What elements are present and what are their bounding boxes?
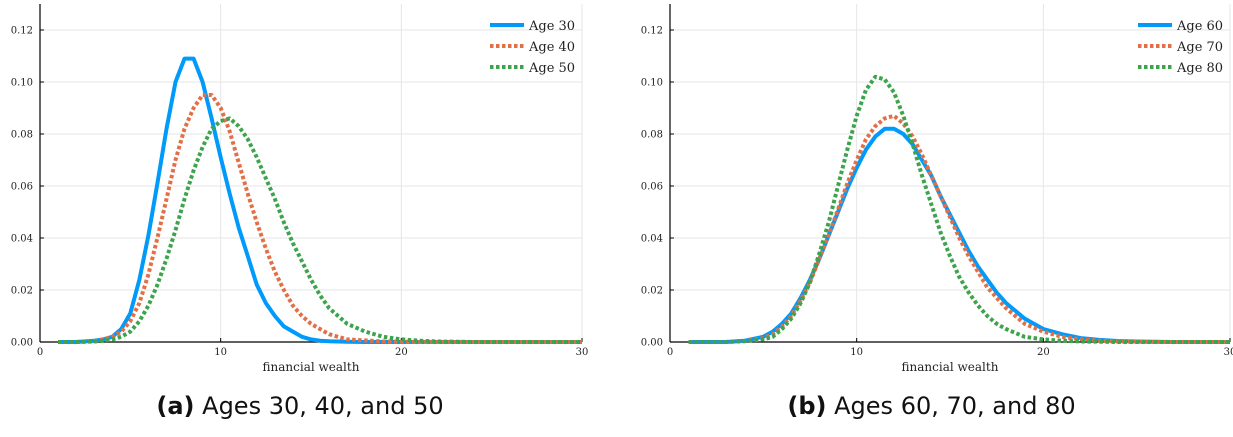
chart-1-legend-label-1: Age 70 — [1176, 40, 1223, 55]
chart-1-series-line-1 — [688, 113, 1230, 344]
chart-a-svg: 0 10 20 30 0.00 0.02 0.04 0.06 0.08 0.10 0.12 finan… — [11, 4, 589, 374]
chart-0-legend-label-1: Age 40 — [528, 40, 575, 55]
caption-a-label: (a) — [156, 392, 195, 420]
chart-1-x-axis-label: financial wealth — [902, 360, 999, 374]
chart-1-x-tick-label: 20 — [1037, 347, 1050, 358]
chart-1-grid — [669, 4, 1231, 343]
chart-1-y-tick-label: 0.08 — [641, 130, 663, 141]
chart-0-series-line-0 — [58, 56, 582, 344]
chart-0-series-line-1 — [58, 93, 582, 344]
caption-b-text: Ages 60, 70, and 80 — [834, 392, 1076, 420]
chart-1-legend: Age 60 Age 70 Age 80 — [1138, 19, 1223, 76]
chart-0-x-axis-label: financial wealth — [263, 360, 360, 374]
chart-b-svg: 0 10 20 30 0.00 0.02 0.04 0.06 0.08 0.10 0.12 finan… — [641, 4, 1233, 374]
chart-0-series-line-2 — [58, 116, 582, 344]
panel-a: 0 10 20 30 0.00 0.02 0.04 0.06 0.08 0.10 0.12 finan… — [0, 0, 600, 437]
chart-1-y-tick-label: 0.06 — [641, 182, 663, 193]
chart-0-legend: Age 30 Age 40 Age 50 — [490, 19, 575, 76]
caption-a-text: Ages 30, 40, and 50 — [202, 392, 444, 420]
chart-1-series-line-0 — [688, 126, 1230, 344]
chart-0-y-tick-label: 0.10 — [11, 78, 33, 89]
chart-0-x-tick-label: 10 — [214, 347, 227, 358]
chart-0-x-tick-label: 0 — [37, 347, 43, 358]
chart-0-y-tick-label: 0.08 — [11, 130, 33, 141]
chart-1-y-tick-label: 0.02 — [641, 286, 663, 297]
chart-0-x-tick-label: 30 — [576, 347, 589, 358]
chart-1-y-tick-label: 0.12 — [641, 26, 663, 37]
chart-1-series-line-2 — [688, 74, 1230, 344]
panel-b: 0 10 20 30 0.00 0.02 0.04 0.06 0.08 0.10 0.12 finan… — [630, 0, 1233, 437]
chart-0-legend-label-0: Age 30 — [528, 19, 575, 34]
chart-1-legend-label-0: Age 60 — [1176, 19, 1223, 34]
chart-0-y-tick-label: 0.00 — [11, 338, 33, 349]
chart-1-x-tick-label: 10 — [850, 347, 863, 358]
chart-1-x-tick-label: 30 — [1224, 347, 1233, 358]
chart-0-x-tick-label: 20 — [395, 347, 408, 358]
chart-0-legend-label-2: Age 50 — [528, 61, 575, 76]
caption-a: (a) Ages 30, 40, and 50 — [0, 392, 600, 420]
chart-1-x-tick-label: 0 — [667, 347, 673, 358]
chart-0-y-tick-label: 0.04 — [11, 234, 33, 245]
chart-0-y-tick-label: 0.02 — [11, 286, 33, 297]
chart-1-y-tick-label: 0.04 — [641, 234, 663, 245]
chart-0-grid — [39, 4, 583, 343]
caption-b: (b) Ages 60, 70, and 80 — [630, 392, 1233, 420]
caption-b-label: (b) — [787, 392, 827, 420]
chart-1-legend-label-2: Age 80 — [1176, 61, 1223, 76]
chart-1-y-tick-label: 0.10 — [641, 78, 663, 89]
chart-0-y-tick-label: 0.12 — [11, 26, 33, 37]
chart-1-y-tick-label: 0.00 — [641, 338, 663, 349]
chart-0-y-tick-label: 0.06 — [11, 182, 33, 193]
